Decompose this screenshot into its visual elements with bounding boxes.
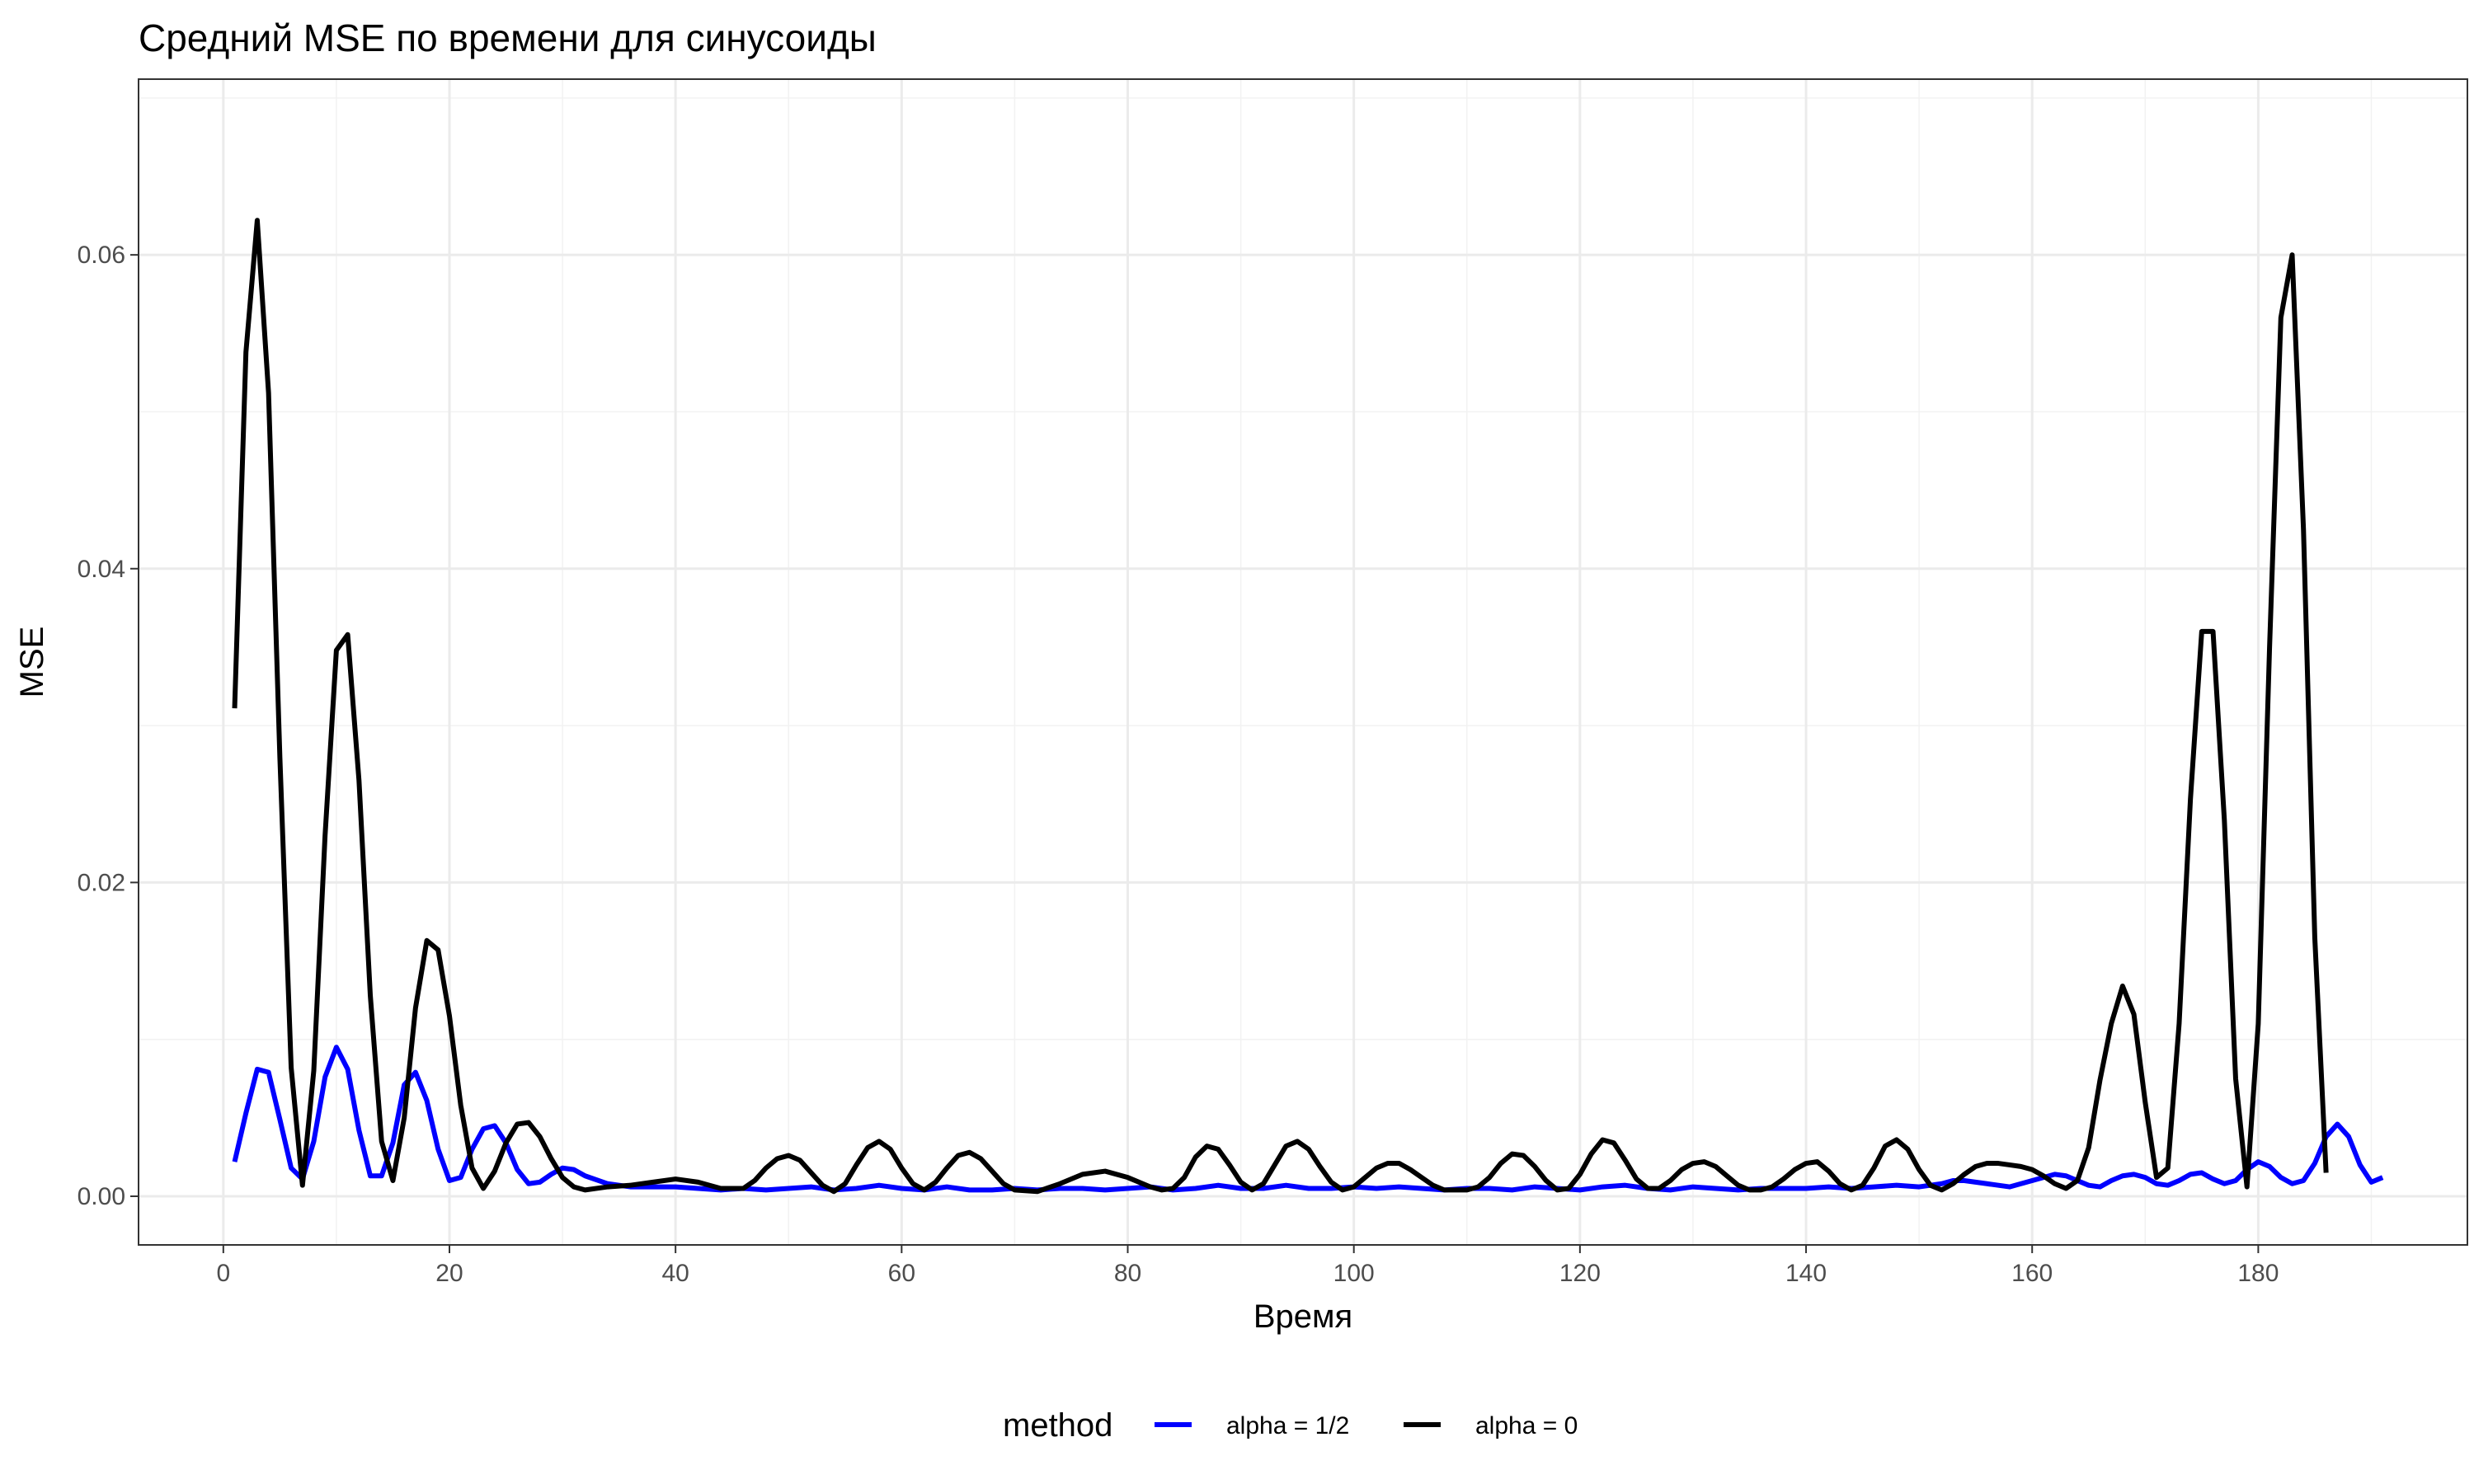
x-tick-label: 160 (2011, 1260, 2053, 1287)
x-tick-label: 40 (661, 1260, 689, 1287)
y-tick-label: 0.02 (78, 869, 125, 896)
x-tick-label: 100 (1333, 1260, 1375, 1287)
legend-title: method (1003, 1407, 1112, 1444)
x-tick-label: 80 (1114, 1260, 1141, 1287)
major-gridlines (139, 79, 2467, 1245)
minor-gridlines (139, 79, 2467, 1245)
x-tick-label: 120 (1559, 1260, 1601, 1287)
legend-label-alpha-zero: alpha = 0 (1475, 1412, 1578, 1439)
x-tick-label: 20 (435, 1260, 463, 1287)
chart-title: Средний MSE по времени для синусоиды (139, 16, 877, 59)
x-axis-ticks: 0 20 40 60 80 100 120 140 160 180 (216, 1245, 2279, 1287)
y-tick-label: 0.06 (78, 242, 125, 269)
x-tick-label: 60 (888, 1260, 915, 1287)
series-line-alpha-half (232, 1045, 2384, 1193)
legend: method alpha = 1/2 alpha = 0 (1003, 1407, 1578, 1444)
y-axis-ticks: 0.00 0.02 0.04 0.06 (78, 242, 139, 1210)
x-tick-label: 140 (1785, 1260, 1827, 1287)
y-tick-label: 0.04 (78, 556, 125, 583)
x-tick-label: 0 (216, 1260, 230, 1287)
x-tick-label: 180 (2237, 1260, 2279, 1287)
legend-label-alpha-half: alpha = 1/2 (1226, 1412, 1349, 1439)
y-axis-title: MSE (14, 627, 50, 698)
x-axis-title: Время (1253, 1298, 1352, 1335)
series-line-alpha-zero (232, 218, 2329, 1195)
series-lines (232, 218, 2384, 1195)
y-tick-label: 0.00 (78, 1183, 125, 1210)
plot-panel (139, 79, 2467, 1245)
plot-border (138, 78, 2468, 1246)
